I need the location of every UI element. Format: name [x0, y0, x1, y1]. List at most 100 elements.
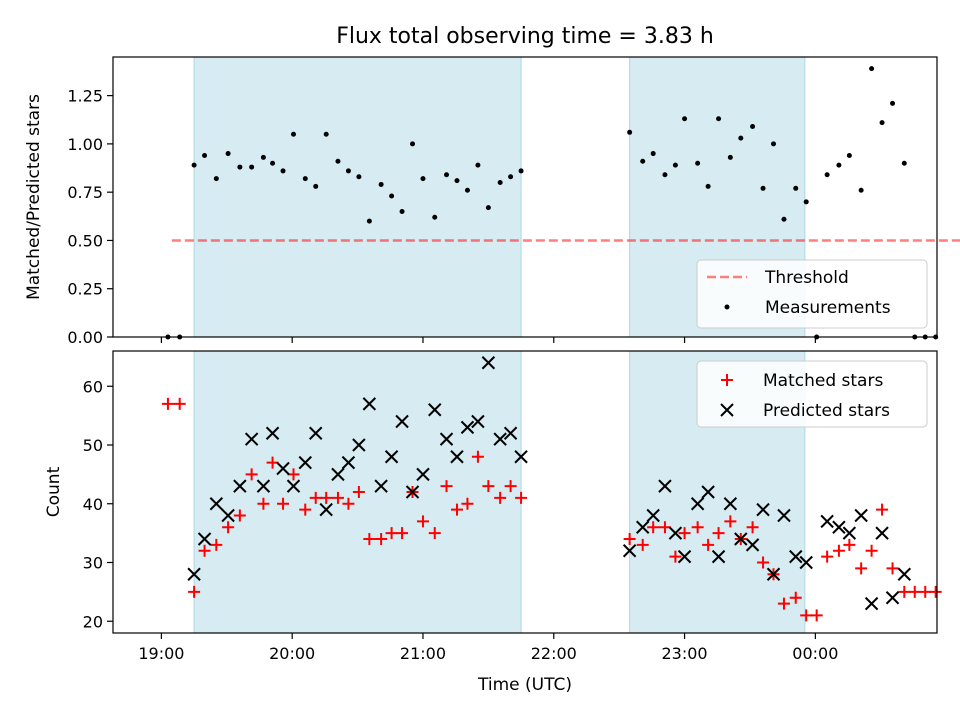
predicted-point: [636, 520, 650, 534]
shaded-interval-1: [193, 56, 522, 338]
measurement-point: [824, 172, 830, 178]
matched-point: [482, 480, 495, 493]
measurement-point: [323, 131, 329, 137]
predicted-point: [622, 544, 637, 558]
measurement-point: [302, 176, 308, 182]
measurement-point: [890, 100, 896, 106]
measurement-point: [901, 160, 907, 166]
measurement-point: [672, 162, 678, 168]
legend-measurements-swatch: [724, 304, 730, 310]
measurement-point: [485, 205, 491, 211]
measurement-point: [389, 193, 395, 199]
predicted-point: [658, 479, 672, 493]
matched-point: [658, 521, 671, 534]
predicted-point: [244, 432, 259, 446]
predicted-point: [646, 508, 660, 523]
matched-point: [210, 538, 223, 551]
matched-point: [746, 521, 759, 534]
predicted-point: [777, 508, 791, 523]
matched-point: [471, 450, 484, 463]
y-tick-label: 50: [83, 436, 103, 455]
matched-point: [363, 533, 376, 545]
top-x-ticks: [160, 337, 816, 343]
measurement-point: [432, 214, 438, 220]
measurement-point: [225, 151, 231, 157]
predicted-point: [842, 526, 857, 540]
top-legend: Threshold Measurements: [696, 259, 928, 329]
matched-point: [919, 585, 932, 598]
bottom-x-axis: 19:00 20:00 21:00 22:00 23:00 00:00: [138, 633, 838, 663]
predicted-point: [374, 479, 388, 493]
legend-predicted-label: Predicted stars: [763, 401, 890, 421]
measurement-point: [191, 162, 197, 168]
predicted-point: [471, 414, 485, 429]
predicted-point: [276, 461, 290, 476]
measurement-point: [640, 158, 646, 164]
matched-point: [396, 527, 409, 540]
y-tick-label: 0.75: [67, 183, 103, 202]
measurement-point: [366, 218, 372, 224]
matched-point: [352, 486, 365, 498]
matched-point: [257, 497, 270, 510]
predicted-point: [864, 596, 879, 611]
predicted-point: [395, 414, 409, 429]
measurement-point: [650, 151, 656, 157]
predicted-point: [309, 426, 323, 440]
matched-point: [876, 503, 889, 516]
matched-point: [277, 497, 290, 510]
predicted-point: [745, 538, 760, 552]
matched-point: [810, 609, 823, 622]
matched-point: [636, 538, 649, 551]
matched-point: [428, 527, 441, 540]
legend-measurements-label: Measurements: [765, 298, 891, 318]
matched-point: [342, 497, 355, 510]
predicted-point: [723, 497, 738, 511]
top-legend-box: [696, 259, 928, 329]
predicted-point: [233, 479, 247, 493]
measurement-point: [750, 124, 756, 130]
matched-point: [299, 503, 312, 516]
predicted-point: [897, 567, 912, 581]
matched-point: [266, 456, 279, 469]
matched-point: [440, 480, 453, 493]
matched-point: [908, 585, 921, 598]
measurement-point: [410, 141, 416, 147]
measurement-point: [771, 141, 777, 147]
matched-point: [309, 491, 322, 504]
matched-point: [865, 544, 878, 557]
measurement-point: [803, 199, 809, 205]
matched-point: [173, 397, 186, 410]
bottom-panel-frame: [112, 350, 938, 634]
matched-point: [416, 515, 429, 528]
measurement-point: [793, 185, 799, 191]
bottom-y-axis: 20 30 40 50 60: [83, 377, 113, 631]
matched-point: [198, 544, 211, 557]
predicted-point: [256, 479, 271, 493]
matched-point: [623, 533, 636, 545]
measurement-point: [356, 174, 362, 180]
measurement-point: [497, 180, 503, 186]
matched-point: [832, 544, 845, 557]
predicted-point: [677, 549, 692, 564]
measurement-point: [682, 116, 688, 122]
predicted-point: [460, 420, 475, 435]
matched-point: [886, 562, 899, 575]
y-tick-label: 60: [83, 377, 103, 396]
y-tick-label: 20: [83, 612, 103, 631]
measurement-point: [313, 183, 319, 189]
predicted-point: [352, 438, 366, 452]
measurement-point: [280, 168, 286, 174]
predicted-point: [286, 479, 301, 493]
legend-matched-swatch: [721, 374, 733, 386]
predicted-point: [298, 455, 312, 470]
predicted-point: [341, 455, 356, 470]
measurement-point: [695, 160, 701, 166]
measurement-point: [781, 216, 787, 222]
measurement-point: [858, 187, 864, 193]
predicted-point: [209, 497, 224, 511]
measurement-point: [249, 164, 255, 170]
matched-point: [777, 597, 790, 610]
predicted-point: [820, 514, 834, 529]
measurement-point: [237, 164, 243, 170]
